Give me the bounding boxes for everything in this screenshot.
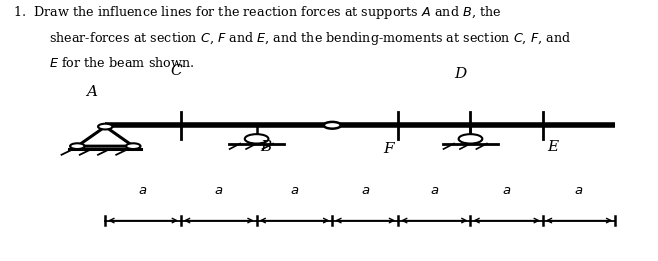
Text: $a$: $a$ xyxy=(430,184,439,197)
Circle shape xyxy=(245,134,268,144)
Circle shape xyxy=(70,143,84,149)
Circle shape xyxy=(459,134,482,144)
Text: E: E xyxy=(547,140,559,154)
Text: $a$: $a$ xyxy=(138,184,148,197)
Text: $E$ for the beam shown.: $E$ for the beam shown. xyxy=(49,56,195,70)
Text: A: A xyxy=(86,85,97,99)
Text: $a$: $a$ xyxy=(574,184,584,197)
Text: $a$: $a$ xyxy=(290,184,299,197)
Text: $a$: $a$ xyxy=(361,184,370,197)
Text: $a$: $a$ xyxy=(214,184,224,197)
Text: $a$: $a$ xyxy=(502,184,511,197)
Text: 1.  Draw the influence lines for the reaction forces at supports $A$ and $B$, th: 1. Draw the influence lines for the reac… xyxy=(13,4,501,21)
Text: F: F xyxy=(383,142,393,156)
Polygon shape xyxy=(78,127,133,146)
Text: C: C xyxy=(170,64,182,78)
Circle shape xyxy=(126,143,141,149)
Circle shape xyxy=(98,124,113,129)
Text: shear-forces at section $C$, $F$ and $E$, and the bending-moments at section $C$: shear-forces at section $C$, $F$ and $E$… xyxy=(49,30,571,47)
Text: B: B xyxy=(260,140,271,154)
Circle shape xyxy=(324,122,341,129)
Text: D: D xyxy=(455,67,467,81)
